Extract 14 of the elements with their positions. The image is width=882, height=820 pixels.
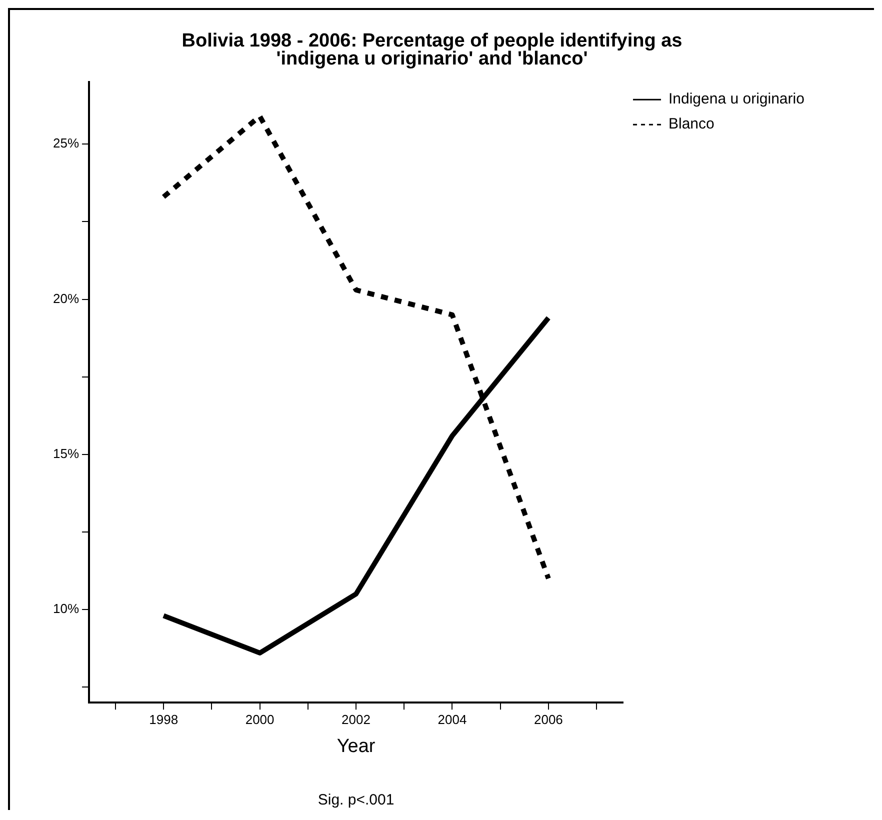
x-tick-label: 2000 xyxy=(245,712,274,727)
x-tick-label: 2004 xyxy=(438,712,467,727)
chart-title: Bolivia 1998 - 2006: Percentage of people identifying as 'indigena u originario' and 'blanco' xyxy=(182,30,682,70)
y-tick-label: 20% xyxy=(52,290,80,306)
legend-label: Blanco xyxy=(668,116,714,133)
x-axis-title: Year xyxy=(336,736,376,757)
text: Sig. p<.001 xyxy=(318,792,394,809)
y-tick-label: 10% xyxy=(52,601,80,616)
y-tick-label: 25% xyxy=(52,136,80,151)
x-tick-label: 1998 xyxy=(149,712,178,727)
x-tick-label: 2006 xyxy=(534,712,563,727)
x-tick-label: 2002 xyxy=(342,712,370,727)
y-tick-label: 15% xyxy=(52,446,80,461)
legend-label: Indigena u originario xyxy=(668,90,804,108)
